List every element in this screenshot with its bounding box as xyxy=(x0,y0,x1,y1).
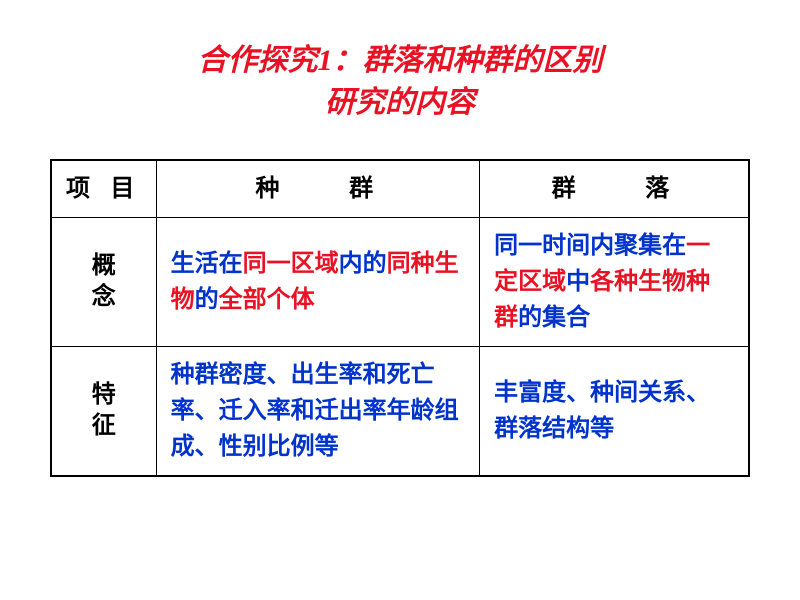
plain-text: 中 xyxy=(566,269,590,295)
cell-text: 丰富度、种间关系、群落结构等 xyxy=(494,380,710,442)
plain-text: 丰富度、种间关系、群落结构等 xyxy=(494,380,710,442)
highlight-text: 同一区域 xyxy=(243,251,339,277)
row-label-features: 特 征 xyxy=(51,347,156,477)
slide-container: 合作探究1：群落和种群的区别 研究的内容 项 目 种 群 群 落 概 念 生活在… xyxy=(0,0,800,600)
cell-concept-population: 生活在同一区域内的同种生物的全部个体 xyxy=(156,218,480,347)
cell-text: 生活在同一区域内的同种生物的全部个体 xyxy=(171,251,459,313)
cell-features-population: 种群密度、出生率和死亡率、迁入率和迁出率年龄组成、性别比例等 xyxy=(156,347,480,477)
header-community: 群 落 xyxy=(480,160,749,218)
plain-text: 的 xyxy=(195,287,219,313)
table-header-row: 项 目 种 群 群 落 xyxy=(51,160,749,218)
plain-text: 同一时间内聚集在 xyxy=(494,233,686,259)
label-char: 征 xyxy=(60,411,148,442)
cell-concept-community: 同一时间内聚集在一定区域中各种生物种群的集合 xyxy=(480,218,749,347)
highlight-text: 全部个体 xyxy=(219,287,315,313)
cell-text: 同一时间内聚集在一定区域中各种生物种群的集合 xyxy=(494,233,710,331)
title-line-1: 合作探究1：群落和种群的区别 xyxy=(198,44,603,77)
plain-text: 种群密度、出生率和死亡率、迁入率和迁出率年龄组成、性别比例等 xyxy=(171,362,459,460)
plain-text: 的集合 xyxy=(518,305,590,331)
label-char: 概 xyxy=(60,251,148,282)
header-item: 项 目 xyxy=(51,160,156,218)
comparison-table: 项 目 种 群 群 落 概 念 生活在同一区域内的同种生物的全部个体 同一时间内… xyxy=(50,159,750,477)
cell-text: 种群密度、出生率和死亡率、迁入率和迁出率年龄组成、性别比例等 xyxy=(171,362,459,460)
label-char: 特 xyxy=(60,380,148,411)
table-row-features: 特 征 种群密度、出生率和死亡率、迁入率和迁出率年龄组成、性别比例等 丰富度、种… xyxy=(51,347,749,477)
row-label-concept: 概 念 xyxy=(51,218,156,347)
slide-title: 合作探究1：群落和种群的区别 研究的内容 xyxy=(50,40,750,124)
plain-text: 生活在 xyxy=(171,251,243,277)
title-line-2: 研究的内容 xyxy=(50,82,750,124)
cell-features-community: 丰富度、种间关系、群落结构等 xyxy=(480,347,749,477)
plain-text: 内的 xyxy=(339,251,387,277)
header-population: 种 群 xyxy=(156,160,480,218)
table-row-concept: 概 念 生活在同一区域内的同种生物的全部个体 同一时间内聚集在一定区域中各种生物… xyxy=(51,218,749,347)
label-char: 念 xyxy=(60,282,148,313)
